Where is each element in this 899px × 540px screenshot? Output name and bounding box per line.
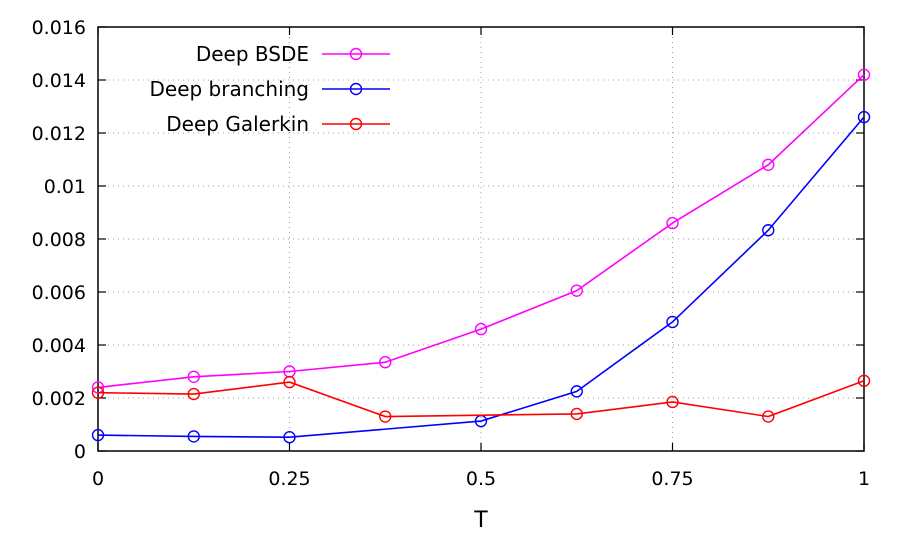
legend-label-deep-galerkin: Deep Galerkin [166, 112, 309, 136]
x-axis-title: T [473, 508, 488, 533]
data-point-deep-bsde [474, 322, 488, 336]
y-tick-label: 0.016 [32, 17, 86, 39]
data-point-deep-branching [187, 430, 200, 443]
y-tick-label: 0 [74, 441, 86, 463]
x-tick-label: 0.75 [651, 468, 693, 490]
y-tick-label: 0.012 [32, 123, 86, 145]
y-tick-label: 0.006 [32, 282, 86, 304]
x-tick-label: 1 [858, 468, 870, 490]
legend-marker-deep-branching [349, 82, 363, 96]
data-point-deep-galerkin [283, 375, 296, 389]
data-point-deep-galerkin [570, 407, 583, 421]
legend-marker-deep-bsde [349, 47, 363, 61]
data-point-deep-galerkin [857, 374, 871, 387]
series-deep-bsde [91, 68, 871, 394]
series-line-deep-bsde [97, 74, 865, 389]
data-point-deep-bsde [666, 216, 679, 230]
data-point-deep-branching [283, 431, 296, 444]
data-point-deep-branching [570, 385, 583, 398]
y-tick-label: 0.014 [32, 70, 86, 92]
data-point-deep-galerkin [379, 410, 392, 423]
series-deep-branching [91, 110, 871, 444]
series-deep-galerkin [91, 374, 871, 423]
data-point-deep-branching [91, 428, 105, 442]
data-point-deep-bsde [570, 284, 583, 297]
data-point-deep-bsde [187, 370, 200, 383]
data-point-deep-bsde [379, 356, 392, 369]
y-tick-label: 0.008 [32, 229, 86, 251]
x-tick-label: 0 [92, 468, 104, 490]
series-line-deep-galerkin [97, 380, 865, 418]
data-point-deep-galerkin [187, 387, 200, 401]
legend-marker-deep-galerkin [349, 117, 363, 131]
series-line-deep-branching [97, 116, 865, 439]
data-point-deep-branching [666, 315, 679, 329]
y-tick-label: 0.01 [44, 176, 86, 198]
data-point-deep-bsde [857, 68, 871, 81]
grid-lines [98, 27, 864, 451]
legend-label-deep-branching: Deep branching [149, 77, 309, 101]
y-tick-label: 0.002 [32, 388, 86, 410]
x-tick-label: 0.25 [268, 468, 310, 490]
x-tick-label: 0.5 [466, 468, 496, 490]
legend-label-deep-bsde: Deep BSDE [196, 42, 309, 66]
data-point-deep-galerkin [666, 395, 679, 409]
data-point-deep-branching [762, 224, 775, 237]
y-axis-tick-labels: 0 0.002 0.004 0.006 0.008 0.01 0.012 0.014 0.016 [32, 17, 86, 463]
legend: Deep BSDE Deep branching Deep Galerkin [149, 42, 390, 136]
series-layer [91, 68, 871, 444]
x-axis-tick-labels: 0 0.25 0.5 0.75 1 [92, 468, 870, 490]
data-point-deep-galerkin [762, 410, 775, 423]
y-tick-label: 0.004 [32, 335, 86, 357]
data-point-deep-bsde [762, 158, 775, 172]
data-point-deep-branching [857, 110, 871, 124]
data-point-deep-galerkin [91, 386, 105, 399]
